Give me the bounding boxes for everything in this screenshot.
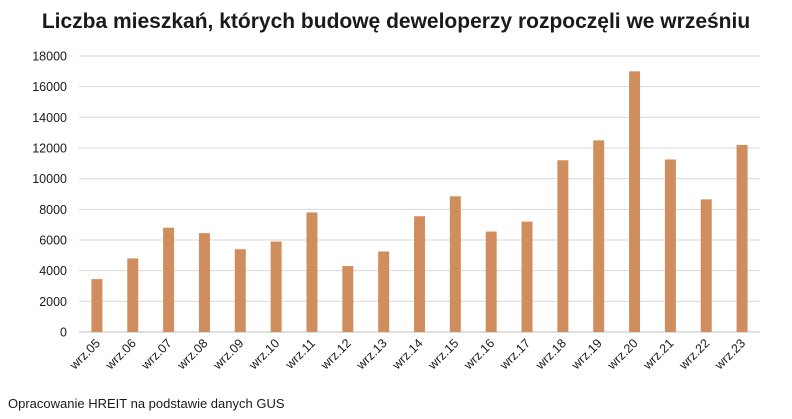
bar-wrz.16	[485, 231, 497, 332]
x-tick-label: wrz.09	[210, 336, 247, 373]
y-tick-label: 12000	[32, 142, 67, 156]
x-tick-label: wrz.06	[102, 336, 139, 373]
x-tick-label: wrz.11	[282, 336, 318, 372]
x-tick-label: wrz.07	[138, 336, 175, 373]
x-tick-label: wrz.23	[712, 336, 749, 373]
bar-wrz.08	[198, 233, 210, 332]
bar-wrz.13	[378, 251, 390, 332]
x-tick-label: wrz.19	[568, 336, 605, 373]
bar-wrz.19	[593, 140, 605, 332]
y-tick-label: 18000	[32, 50, 67, 64]
x-tick-label: wrz.18	[532, 336, 569, 373]
bar-wrz.09	[234, 249, 246, 332]
x-tick-label: wrz.15	[425, 336, 462, 373]
x-tick-label: wrz.08	[174, 336, 211, 373]
bar-wrz.11	[306, 212, 318, 332]
y-tick-label: 14000	[32, 111, 67, 125]
bar-wrz.18	[557, 160, 569, 332]
y-tick-label: 6000	[39, 234, 67, 248]
x-tick-label: wrz.21	[640, 336, 677, 373]
bar-wrz.05	[91, 279, 103, 332]
chart-title: Liczba mieszkań, których budowę dewelope…	[41, 10, 751, 33]
y-tick-label: 8000	[39, 203, 67, 217]
x-tick-label: wrz.20	[604, 336, 641, 373]
bar-wrz.20	[629, 71, 641, 332]
bar-wrz.22	[700, 199, 712, 332]
chart-source-note: Opracowanie HREIT na podstawie danych GU…	[8, 396, 285, 411]
bar-wrz.14	[414, 216, 425, 332]
x-tick-label: wrz.12	[317, 336, 354, 373]
y-axis-tick-labels: 0 2000 4000 6000 8000 10000 12000 14000 16000 180…	[32, 50, 67, 340]
y-tick-label: 16000	[32, 80, 67, 94]
x-tick-label: wrz.22	[676, 336, 713, 373]
bar-wrz.06	[127, 258, 139, 332]
y-tick-label: 4000	[39, 264, 67, 278]
bar-wrz.23	[736, 144, 748, 332]
bar-wrz.07	[163, 227, 175, 332]
y-tick-label: 2000	[39, 295, 67, 309]
x-tick-label: wrz.05	[66, 336, 103, 373]
bar-wrz.10	[270, 241, 282, 332]
bar-wrz.17	[521, 221, 533, 332]
x-tick-label: wrz.16	[461, 336, 498, 373]
y-tick-label: 10000	[32, 172, 67, 186]
bar-wrz.15	[449, 196, 461, 332]
x-tick-label: wrz.13	[353, 336, 390, 373]
bars	[91, 71, 748, 332]
bar-wrz.21	[664, 159, 676, 332]
y-tick-label: 0	[60, 326, 67, 340]
x-axis-tick-labels: wrz.05 wrz.06 wrz.07 wrz.08 wrz.09 wrz.10 wrz.…	[66, 336, 748, 373]
x-tick-label: wrz.10	[246, 336, 283, 373]
bar-wrz.12	[342, 266, 354, 332]
x-tick-label: wrz.14	[389, 336, 426, 373]
x-tick-label: wrz.17	[496, 336, 533, 373]
